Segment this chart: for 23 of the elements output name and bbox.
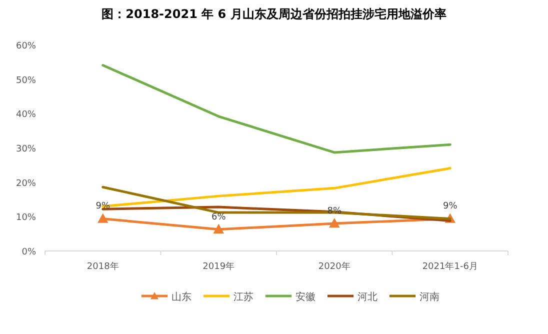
point: [329, 218, 340, 228]
y-tick-label: 60%: [16, 42, 36, 52]
point: [214, 224, 224, 234]
legend-label: 河南: [420, 291, 440, 303]
data-label: 9%: [442, 202, 458, 212]
legend-label: 河北: [358, 291, 378, 303]
chart-title: 图：2018-2021 年 6 月山东及周边省份招拍挂涉宅用地溢价率: [102, 7, 446, 21]
x-tick-label: 2018年: [86, 261, 119, 272]
legend-label: 山东: [172, 291, 192, 303]
data-label: 9%: [96, 202, 110, 212]
y-tick-label: 50%: [16, 76, 36, 86]
legend-label: 江苏: [234, 291, 254, 303]
x-tick-label: 2019年: [202, 261, 235, 272]
legend-label: 安徽: [296, 291, 316, 303]
x-tick-label: 2020年: [318, 261, 350, 272]
y-tick-label: 0%: [22, 248, 36, 258]
data-label: 6%: [211, 212, 226, 222]
x-tick-label: 2021年1-6月: [422, 261, 478, 272]
y-tick-label: 20%: [16, 178, 36, 189]
y-tick-label: 10%: [16, 213, 36, 224]
y-tick-label: 30%: [16, 144, 36, 154]
point: [98, 214, 108, 223]
y-tick-label: 40%: [16, 110, 36, 120]
